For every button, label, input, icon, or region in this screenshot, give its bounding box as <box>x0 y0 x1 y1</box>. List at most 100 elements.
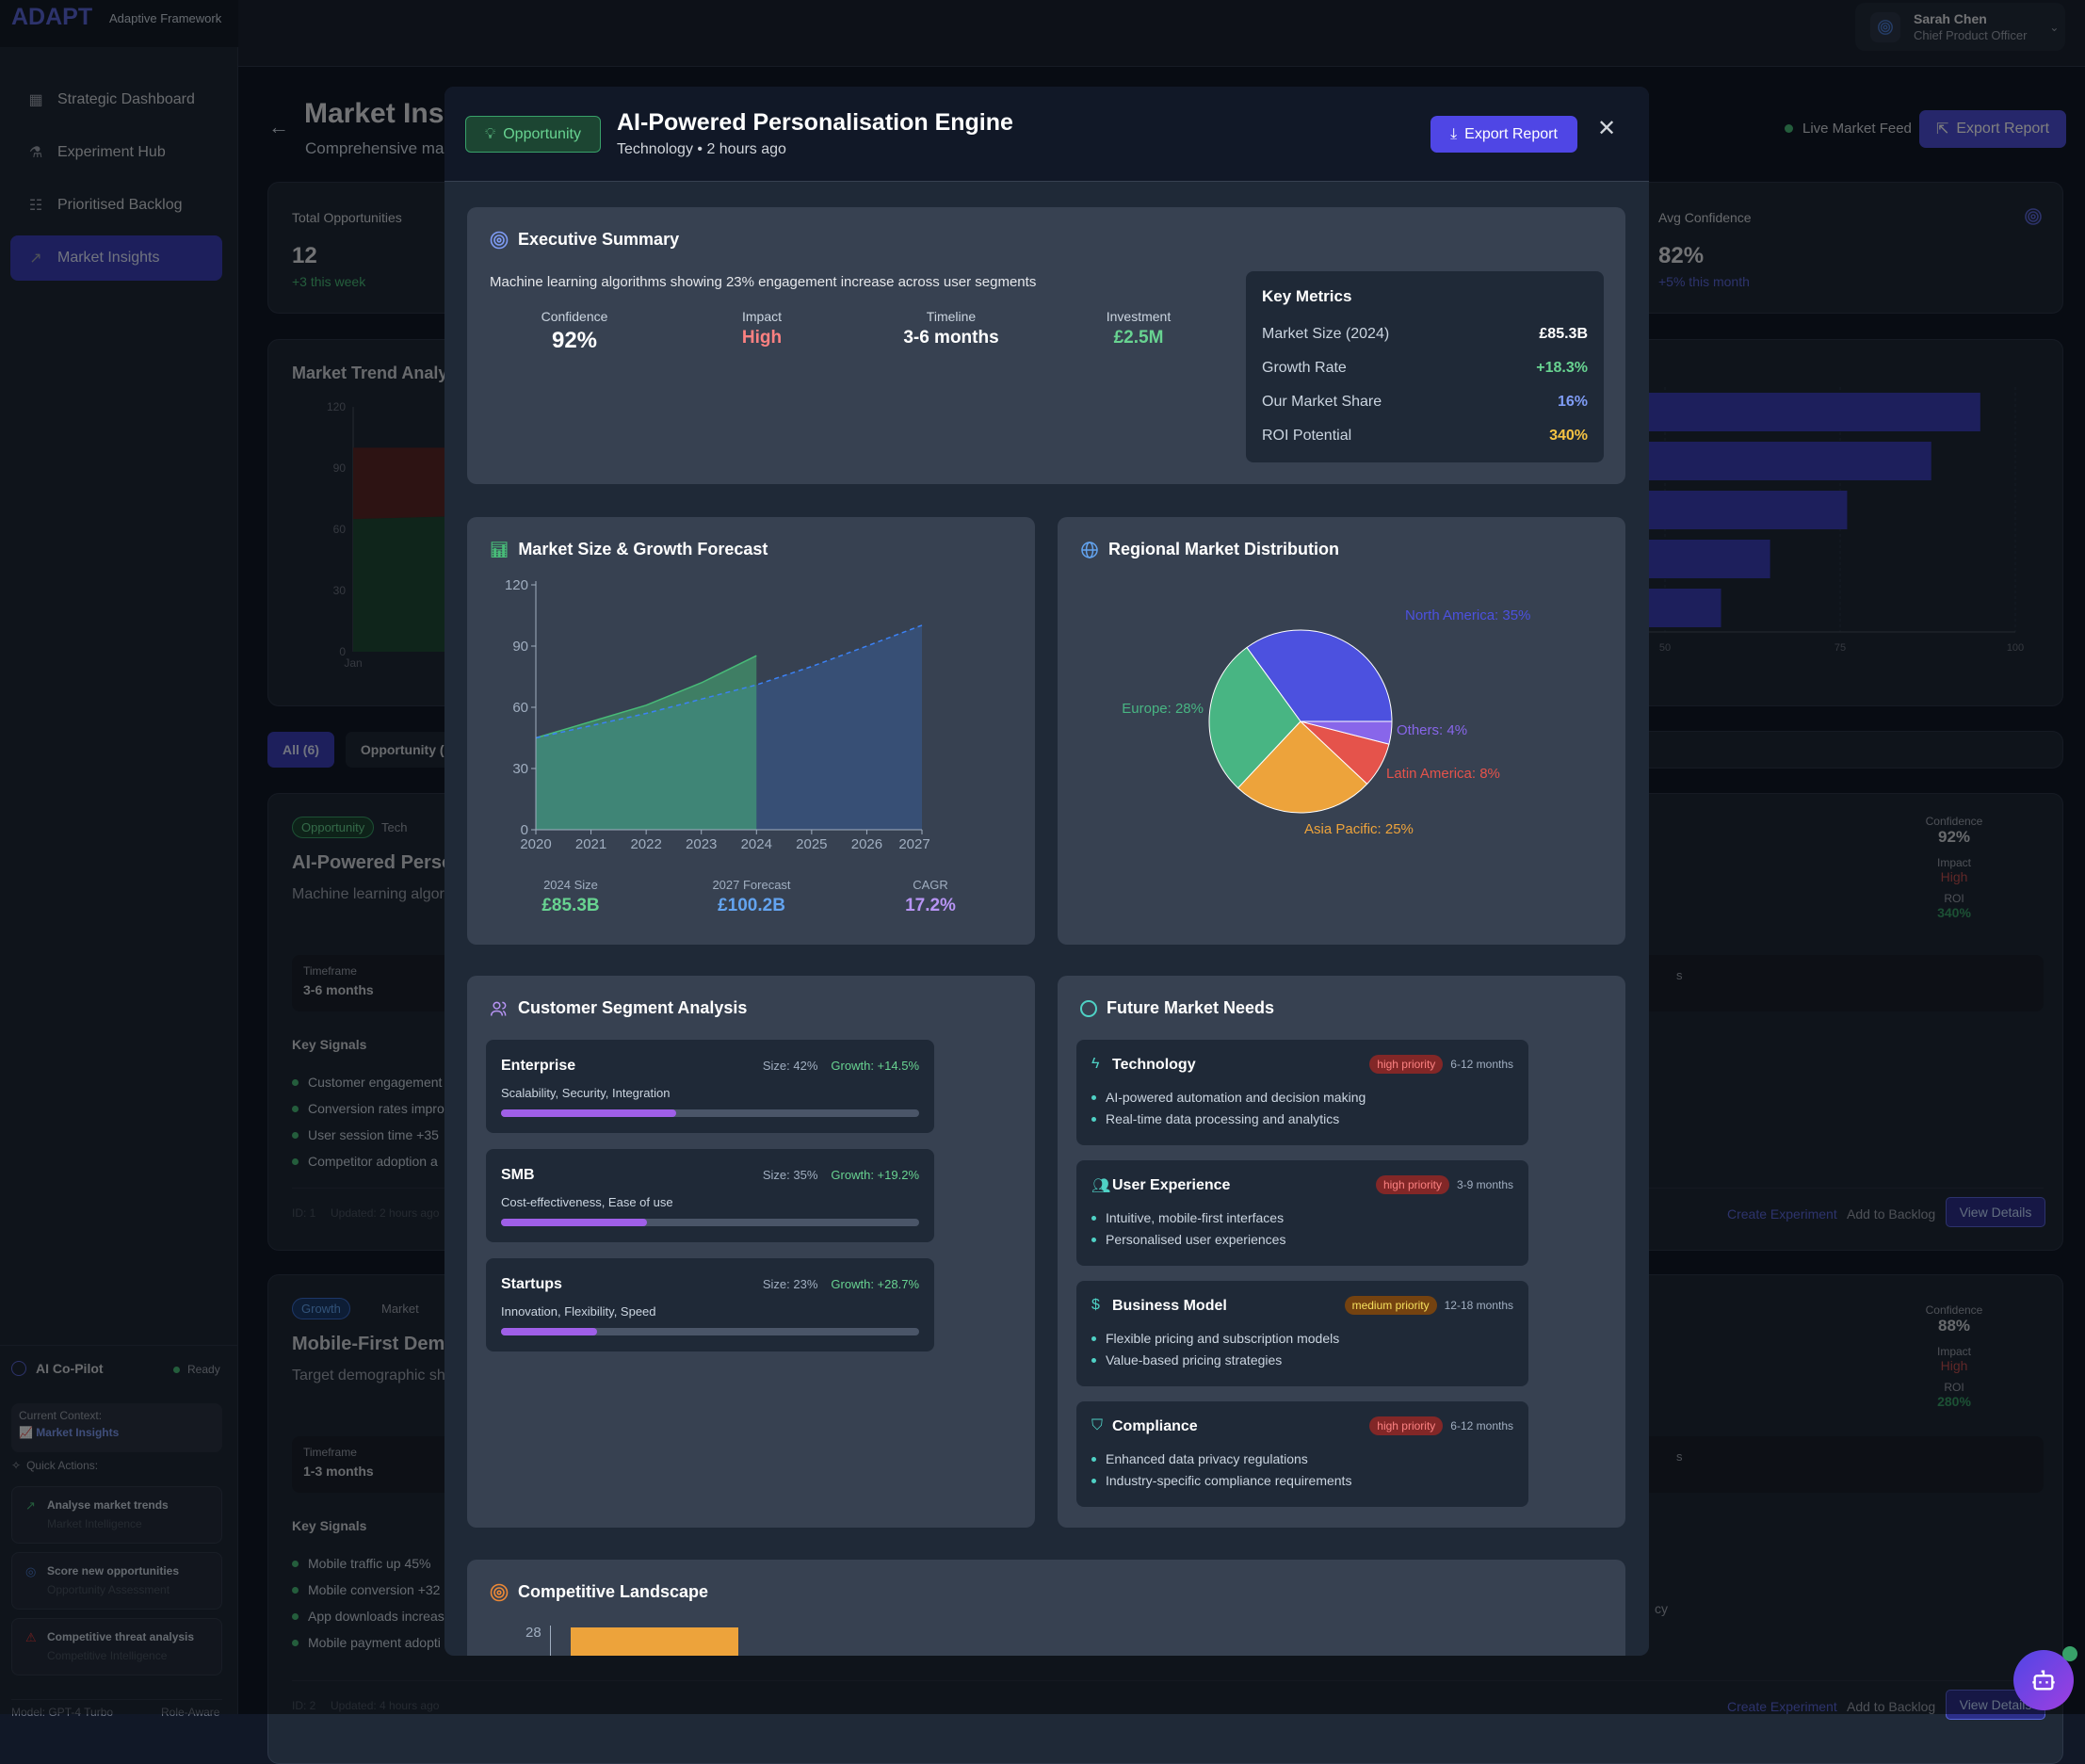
need-item: ⛉ Compliance high priority 6-12 months E… <box>1076 1401 1528 1507</box>
segment-name: SMB <box>501 1167 535 1183</box>
key-metric-label: ROI Potential <box>1262 428 1352 444</box>
summary-label: 2024 Size <box>543 878 598 892</box>
brain-icon <box>1080 999 1097 1017</box>
segment-item: Enterprise Size: 42% Growth: +14.5% Scal… <box>486 1040 934 1133</box>
x-tick-label: 2022 <box>630 836 661 852</box>
metric-value: 3-6 months <box>903 328 999 348</box>
y-tick-label: 120 <box>505 577 528 593</box>
badge-label: Opportunity <box>503 125 581 142</box>
key-metric-label: Market Size (2024) <box>1262 326 1390 342</box>
metric-label: Investment <box>1106 309 1172 324</box>
section-title: Executive Summary <box>518 230 680 249</box>
pie-label: Latin America: 8% <box>1386 766 1500 782</box>
key-metrics-box: Key Metrics Market Size (2024) £85.3B Gr… <box>1246 271 1604 462</box>
need-points: Flexible pricing and subscription models… <box>1091 1324 1339 1368</box>
bot-icon <box>2032 1670 2055 1691</box>
need-point: Intuitive, mobile-first interfaces <box>1091 1210 1285 1225</box>
regional-pie-chart: North America: 35% Europe: 28% Asia Pacifi… <box>1122 607 1530 837</box>
summary-metric: Confidence 92% <box>490 309 659 354</box>
priority-badge: high priority <box>1369 1416 1444 1435</box>
key-metric-row: Growth Rate +18.3% <box>1262 360 1588 377</box>
section-title: Market Size & Growth Forecast <box>518 540 768 558</box>
need-name: User Experience <box>1112 1177 1231 1193</box>
target-icon <box>490 231 509 249</box>
summary-label: 2027 Forecast <box>712 878 791 892</box>
key-metrics-title: Key Metrics <box>1262 287 1352 305</box>
target-icon <box>490 1583 509 1601</box>
market-size-card: 📊︎ Market Size & Growth Forecast 0 30 60 90… <box>467 517 1035 945</box>
key-metric-value: 16% <box>1557 394 1588 410</box>
metric-label: Confidence <box>541 309 608 324</box>
segment-name: Startups <box>501 1276 562 1292</box>
opportunity-badge: 💡︎ Opportunity <box>465 116 601 153</box>
forecast-summary: 2024 Size £85.3B <box>486 878 655 916</box>
y-tick-label: 60 <box>512 700 528 716</box>
section-title: Customer Segment Analysis <box>518 998 748 1017</box>
section-title: Competitive Landscape <box>518 1582 709 1601</box>
market-size-chart: 0 30 60 90 120 2020 2021 2022 2023 2024 2025 2026 20… <box>505 577 930 852</box>
x-tick-label: 2025 <box>796 836 827 852</box>
forecast-summary: CAGR 17.2% <box>846 878 1015 916</box>
key-metric-label: Our Market Share <box>1262 394 1382 410</box>
competitive-landscape-card: Competitive Landscape 28 <box>467 1560 1625 1656</box>
online-dot <box>2062 1646 2077 1661</box>
need-timeline: 12-18 months <box>1444 1299 1513 1312</box>
ai-assistant-fab[interactable] <box>2013 1650 2074 1710</box>
segment-name: Enterprise <box>501 1058 576 1074</box>
need-timeline: 6-12 months <box>1450 1058 1513 1071</box>
segment-needs: Scalability, Security, Integration <box>501 1086 671 1100</box>
pie-slice <box>1300 720 1393 745</box>
need-name: Technology <box>1112 1057 1196 1073</box>
summary-metric: Timeline 3-6 months <box>866 309 1036 348</box>
pie-slice <box>1208 646 1301 789</box>
priority-badge: high priority <box>1369 1055 1444 1074</box>
need-point: Enhanced data privacy regulations <box>1091 1451 1351 1466</box>
executive-summary-card: Executive Summary Machine learning algor… <box>467 207 1625 484</box>
need-item: $ Business Model medium priority 12-18 m… <box>1076 1281 1528 1386</box>
segment-progress <box>501 1109 919 1117</box>
summary-metric: Impact High <box>677 309 847 348</box>
bar-chart-icon: 📊︎ <box>490 542 509 558</box>
x-tick-label: 2027 <box>898 836 929 852</box>
summary-value: 17.2% <box>905 896 956 915</box>
segment-size: Size: 35% <box>762 1168 818 1182</box>
need-point: Industry-specific compliance requirement… <box>1091 1473 1351 1488</box>
segment-item: SMB Size: 35% Growth: +19.2% Cost-effect… <box>486 1149 934 1242</box>
pie-label: Europe: 28% <box>1122 701 1204 717</box>
modal-subtitle: Technology • 2 hours ago <box>617 141 786 157</box>
historical-line <box>535 655 757 739</box>
pie-label: Asia Pacific: 25% <box>1304 821 1414 837</box>
segment-growth: Growth: +28.7% <box>831 1277 919 1291</box>
dollar-icon: $ <box>1091 1297 1100 1313</box>
x-tick-label: 2024 <box>741 836 772 852</box>
pie-slice <box>1246 629 1393 722</box>
need-points: Intuitive, mobile-first interfaces Perso… <box>1091 1204 1285 1247</box>
download-icon: ⤓ <box>1450 125 1458 142</box>
y-tick-label: 30 <box>512 761 528 777</box>
competitor-bar[interactable] <box>571 1627 738 1656</box>
lightning-icon: ϟ <box>1091 1056 1100 1072</box>
historical-area <box>536 655 757 830</box>
need-timeline: 6-12 months <box>1450 1419 1513 1432</box>
close-button[interactable]: ✕ <box>1597 116 1617 141</box>
segment-size: Size: 42% <box>762 1059 818 1073</box>
y-tick-label: 0 <box>521 822 528 838</box>
need-point: AI-powered automation and decision makin… <box>1091 1090 1366 1105</box>
segment-progress-fill <box>501 1328 598 1335</box>
globe-icon <box>1081 541 1098 558</box>
metric-value: 92% <box>551 328 598 353</box>
need-points: Enhanced data privacy regulations Indust… <box>1091 1445 1351 1488</box>
regional-distribution-card: Regional Market Distribution North Ameri… <box>1058 517 1625 945</box>
key-metric-row: ROI Potential 340% <box>1262 428 1588 445</box>
segment-progress-fill <box>501 1109 677 1117</box>
key-metric-value: £85.3B <box>1539 326 1588 342</box>
segment-progress <box>501 1219 919 1226</box>
forecast-line <box>535 624 923 739</box>
key-metric-row: Our Market Share 16% <box>1262 394 1588 411</box>
future-needs-card: Future Market Needs ϟ Technology high pr… <box>1058 976 1625 1528</box>
pie-label: Others: 4% <box>1397 722 1467 738</box>
key-metric-row: Market Size (2024) £85.3B <box>1262 326 1588 343</box>
metric-label: Impact <box>741 309 782 324</box>
export-report-button[interactable]: ⤓ Export Report <box>1430 116 1577 153</box>
key-metric-value: 340% <box>1549 428 1588 444</box>
